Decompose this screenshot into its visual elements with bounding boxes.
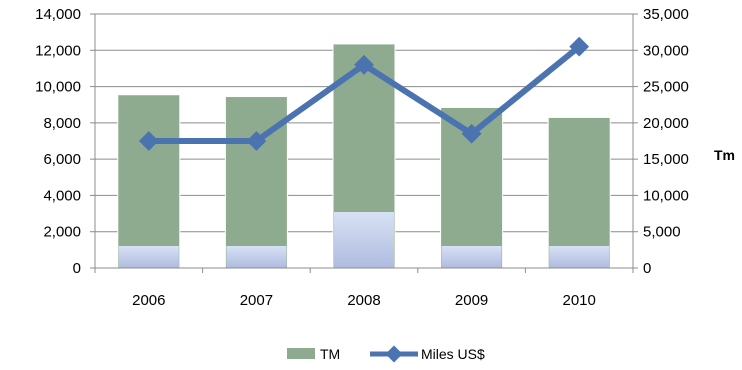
y-right-tick-label: 25,000 — [643, 79, 689, 96]
bar-series — [117, 43, 611, 269]
line-point — [246, 131, 267, 151]
line-point — [138, 131, 159, 151]
legend-marker-line — [385, 345, 403, 363]
bar — [547, 116, 611, 269]
legend-label-bar: TM — [320, 346, 340, 362]
x-tick-label: 2009 — [455, 292, 488, 309]
legend-label-line: Miles US$ — [421, 346, 485, 362]
x-tick-label: 2010 — [563, 292, 596, 309]
y-right-axis-title: Tm — [714, 147, 735, 163]
line-point — [354, 54, 374, 75]
y-right-tick-label: 20,000 — [643, 115, 689, 132]
x-tick-label: 2007 — [240, 292, 273, 309]
y-left-tick-label: 4,000 — [43, 187, 81, 204]
y-right-tick-label: 0 — [643, 260, 651, 277]
y-right-tick-label: 10,000 — [643, 187, 689, 204]
y-left-tick-label: 10,000 — [35, 79, 81, 96]
y-left-tick-label: 8,000 — [43, 115, 81, 132]
y-left-tick-label: 14,000 — [35, 6, 81, 23]
y-left-tick-label: 2,000 — [43, 224, 81, 241]
line-series — [138, 36, 590, 151]
y-left-tick-label: 6,000 — [43, 151, 81, 168]
y-right-tick-label: 30,000 — [643, 42, 689, 59]
y-right-tick-label: 15,000 — [643, 151, 689, 168]
axes: 0 2,000 4,000 6,000 8,000 10,000 12,000 14,000 0… — [35, 6, 735, 309]
x-tick-label: 2008 — [347, 292, 380, 309]
legend-swatch-bar — [287, 348, 315, 359]
y-right-tick-label: 5,000 — [643, 224, 681, 241]
x-tick-label: 2006 — [132, 292, 165, 309]
legend: TM Miles US$ — [287, 345, 485, 363]
y-left-tick-label: 0 — [73, 260, 81, 277]
bar — [117, 94, 181, 269]
y-left-tick-label: 12,000 — [35, 42, 81, 59]
y-right-tick-label: 35,000 — [643, 6, 689, 23]
line-point — [461, 123, 482, 144]
